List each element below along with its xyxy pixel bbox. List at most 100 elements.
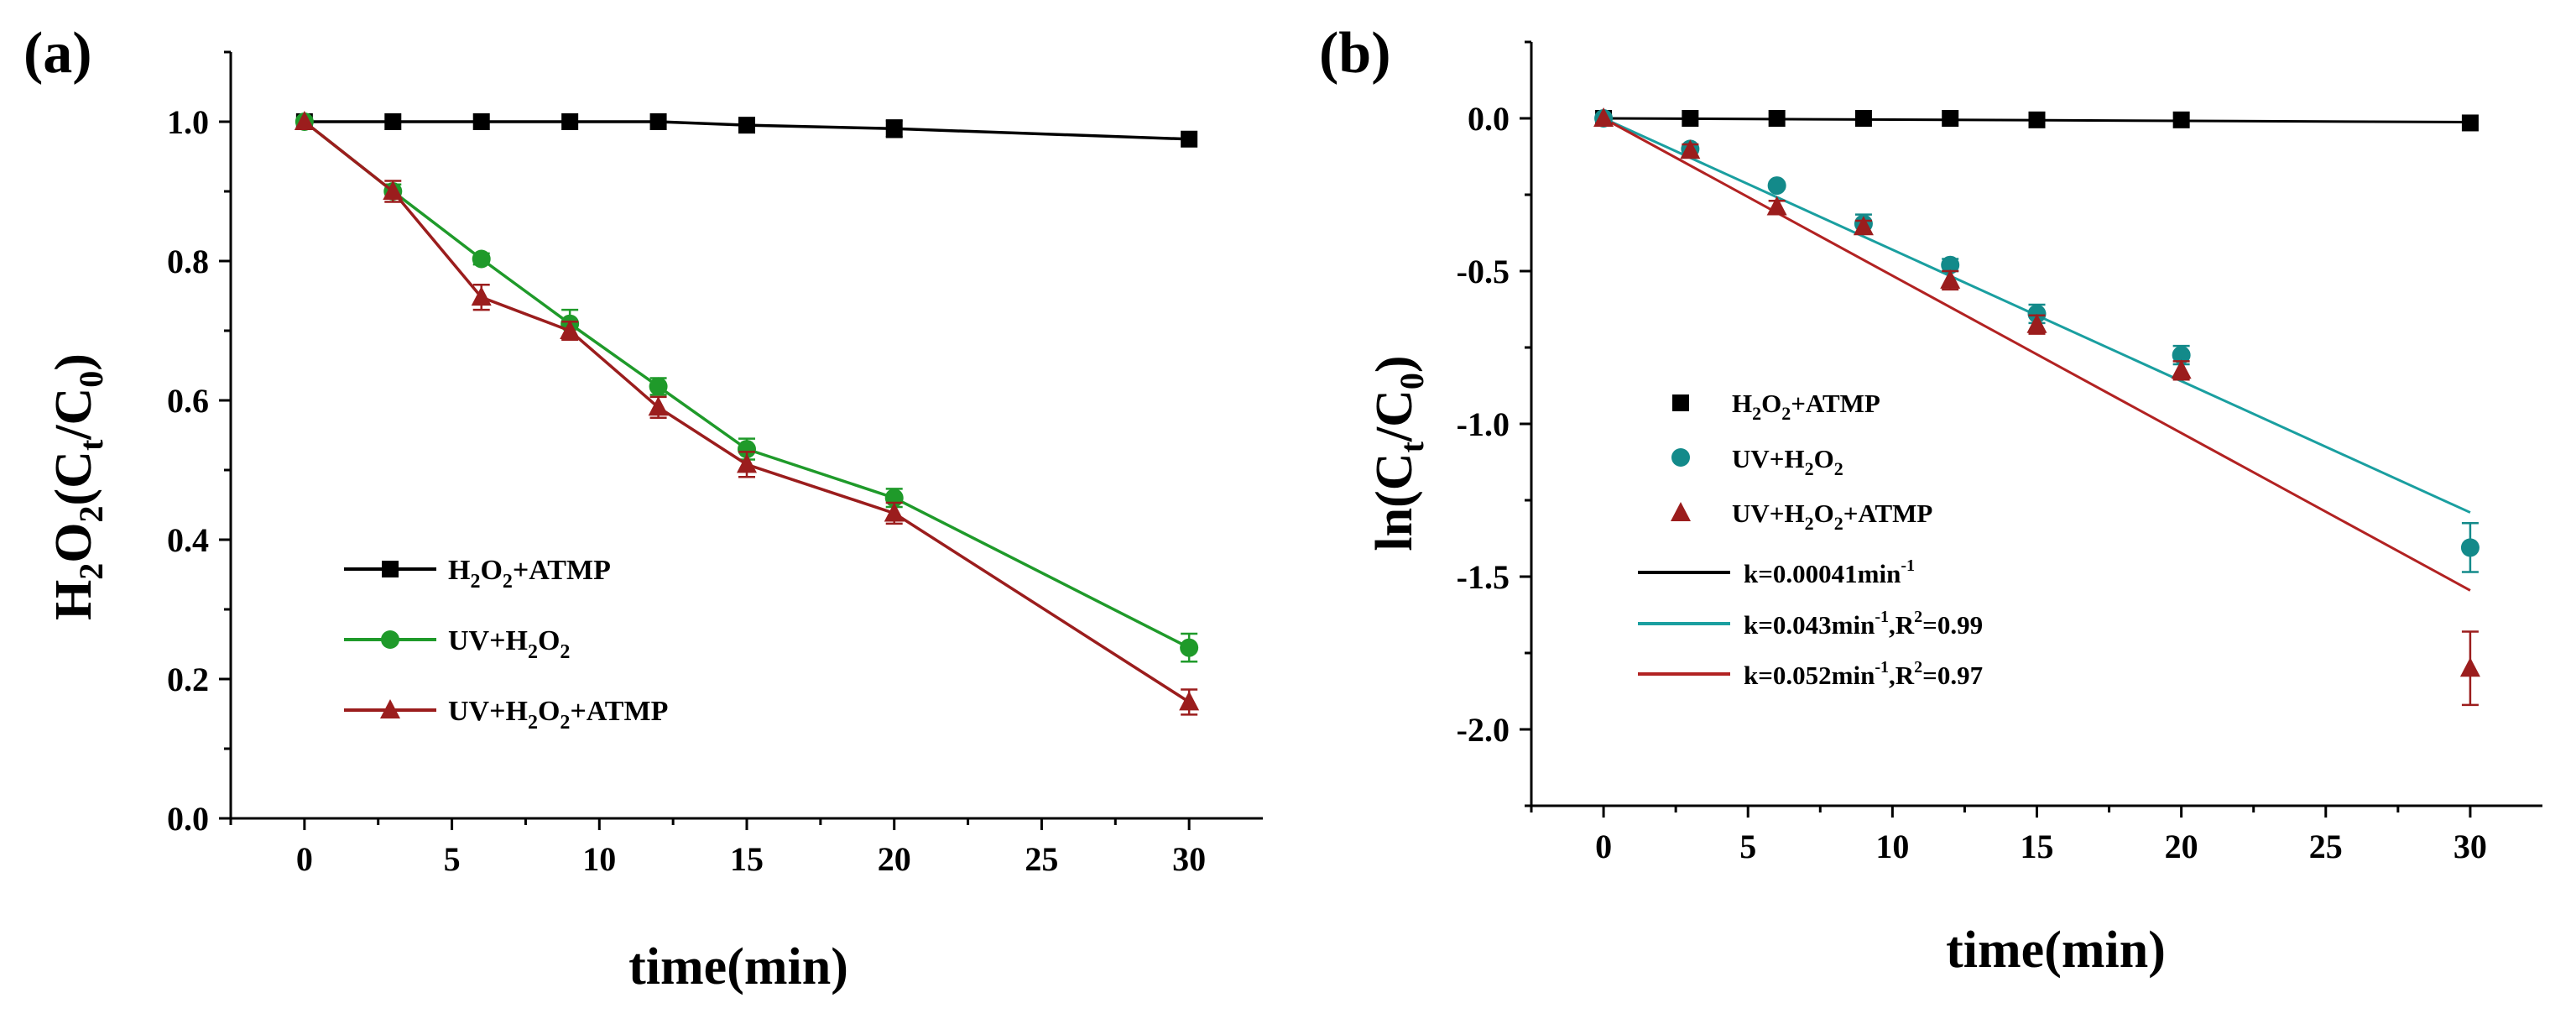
data-point — [472, 113, 490, 130]
data-point — [738, 440, 756, 459]
legend-item-h2o2-atmp-b: H2O2+ATMP — [1672, 389, 1880, 424]
legend-label-fit-k1: k=0.00041min-1 — [1744, 556, 1915, 588]
legend-marker-square — [1672, 394, 1689, 411]
series-h2o2-atmp — [1595, 110, 2479, 132]
series-uv-h2o2-atmp — [1593, 107, 2480, 707]
y-tick-label: -1.0 — [1457, 405, 1510, 443]
data-point — [561, 113, 579, 130]
x-tick-label: 10 — [582, 840, 616, 878]
data-point — [2459, 657, 2480, 677]
data-point — [738, 117, 755, 134]
data-point — [1853, 216, 1874, 236]
y-tick-label: -2.0 — [1457, 711, 1510, 749]
legend-item-uv-h2o2: UV+H2O2 — [344, 625, 570, 663]
data-point — [649, 377, 668, 396]
x-tick-label: 15 — [2021, 828, 2054, 865]
y-tick-label: -0.5 — [1457, 253, 1510, 290]
legend-label-uv-h2o2-atmp: UV+H2O2+ATMP — [448, 696, 668, 734]
data-point — [885, 120, 903, 138]
legend-item-uv-h2o2-atmp: UV+H2O2+ATMP — [344, 696, 668, 734]
data-point — [2026, 313, 2047, 333]
series-uv-h2o2-atmp — [294, 111, 1200, 716]
x-tick-label: 30 — [2453, 828, 2487, 865]
panel-b-plot-area: 0 5 10 15 20 25 30 0.0 -0.5 -1.0 -1.5 -2.0 — [1457, 40, 2542, 865]
data-point — [648, 396, 669, 416]
series-h2o2-atmp — [295, 113, 1198, 148]
data-point — [884, 502, 905, 522]
x-tick-label: 20 — [878, 840, 911, 878]
data-point — [294, 111, 315, 130]
series-line — [303, 120, 1191, 703]
data-point — [472, 249, 491, 269]
y-tick-label: 0.6 — [167, 382, 209, 420]
legend-item-fit-h2o2-atmp: k=0.00041min-1 — [1638, 556, 1915, 588]
legend-marker-triangle — [380, 699, 400, 718]
legend-marker-square — [382, 561, 399, 577]
y-tick-label: 0.4 — [167, 521, 209, 559]
fit-line — [1603, 117, 2471, 592]
data-point — [1179, 691, 1200, 711]
panel-a-legend: H2O2+ATMP UV+H2O2 UV+H2O2+ATMP — [344, 555, 668, 734]
data-point — [2461, 114, 2479, 132]
legend-label-h2o2-atmp-b: H2O2+ATMP — [1732, 389, 1880, 424]
data-point — [1854, 110, 1872, 127]
data-point — [1181, 130, 1198, 148]
data-point — [2172, 346, 2191, 365]
y-tick-label: 1.0 — [167, 103, 209, 141]
legend-label-fit-k3: k=0.052min-1,R2=0.97 — [1744, 658, 1983, 690]
series-line — [303, 120, 1190, 650]
panel-a-y-axis-label: H2O2(Ct/C0) — [45, 353, 110, 620]
data-point — [1766, 196, 1787, 216]
data-point — [1680, 139, 1701, 159]
legend-marker-circle — [381, 630, 399, 649]
data-point — [1940, 269, 1961, 289]
series-line — [304, 120, 1190, 141]
x-tick-label: 30 — [1172, 840, 1206, 878]
x-tick-label: 5 — [1739, 828, 1756, 865]
panel-a: (a) 0 5 10 15 20 25 30 0.0 0.2 0.4 0.6 0.8 1.0 time(… — [23, 21, 1263, 995]
x-tick-label: 0 — [296, 840, 313, 878]
x-tick-label: 10 — [1875, 828, 1909, 865]
legend-item-uv-h2o2-b: UV+H2O2 — [1671, 444, 1843, 479]
data-point — [1941, 255, 1960, 274]
panel-a-plot-area: 0 5 10 15 20 25 30 0.0 0.2 0.4 0.6 0.8 1.0 — [167, 50, 1263, 878]
y-tick-label: 0.0 — [167, 800, 209, 838]
x-tick-label: 25 — [1025, 840, 1058, 878]
panel-b: (b) 0 5 10 15 20 25 30 0.0 -0.5 -1.0 -1.5 -2.0 time… — [1319, 21, 2542, 979]
legend-item-fit-uv-h2o2-atmp: k=0.052min-1,R2=0.97 — [1638, 658, 1983, 690]
x-tick-label: 15 — [730, 840, 764, 878]
x-tick-label: 20 — [2165, 828, 2198, 865]
legend-label-h2o2-atmp: H2O2+ATMP — [448, 555, 611, 593]
x-tick-label: 25 — [2309, 828, 2343, 865]
y-tick-label: 0.2 — [167, 661, 209, 698]
data-point — [1593, 107, 1614, 127]
data-point — [2171, 359, 2192, 379]
data-point — [1768, 110, 1786, 127]
data-point — [383, 180, 404, 200]
data-point — [1942, 110, 1959, 127]
legend-label-fit-k2: k=0.043min-1,R2=0.99 — [1744, 608, 1983, 640]
data-point — [1180, 638, 1199, 657]
legend-item-uv-h2o2-atmp-b: UV+H2O2+ATMP — [1671, 499, 1932, 534]
panel-a-x-axis-label: time(min) — [628, 938, 848, 995]
data-point — [471, 286, 492, 306]
y-tick-label: 0.8 — [167, 243, 209, 280]
y-tick-label: 0.0 — [1468, 100, 1510, 138]
panel-b-label: (b) — [1319, 21, 1391, 86]
x-tick-label: 5 — [444, 840, 461, 878]
panel-b-legend: H2O2+ATMP UV+H2O2 UV+H2O2+ATMP k=0.00041… — [1638, 389, 1983, 690]
data-point — [384, 113, 402, 130]
panel-b-x-axis-label: time(min) — [1946, 922, 2166, 979]
legend-marker-circle — [1671, 448, 1690, 467]
legend-label-uv-h2o2: UV+H2O2 — [448, 625, 570, 663]
series-uv-h2o2 — [1594, 109, 2480, 573]
data-point — [2460, 538, 2480, 557]
data-point — [560, 320, 581, 339]
data-point — [1767, 176, 1786, 196]
data-point — [1682, 110, 1699, 127]
y-tick-label: -1.5 — [1457, 558, 1510, 596]
data-point — [737, 453, 757, 473]
legend-marker-triangle — [1671, 502, 1691, 521]
data-point — [2028, 111, 2046, 128]
